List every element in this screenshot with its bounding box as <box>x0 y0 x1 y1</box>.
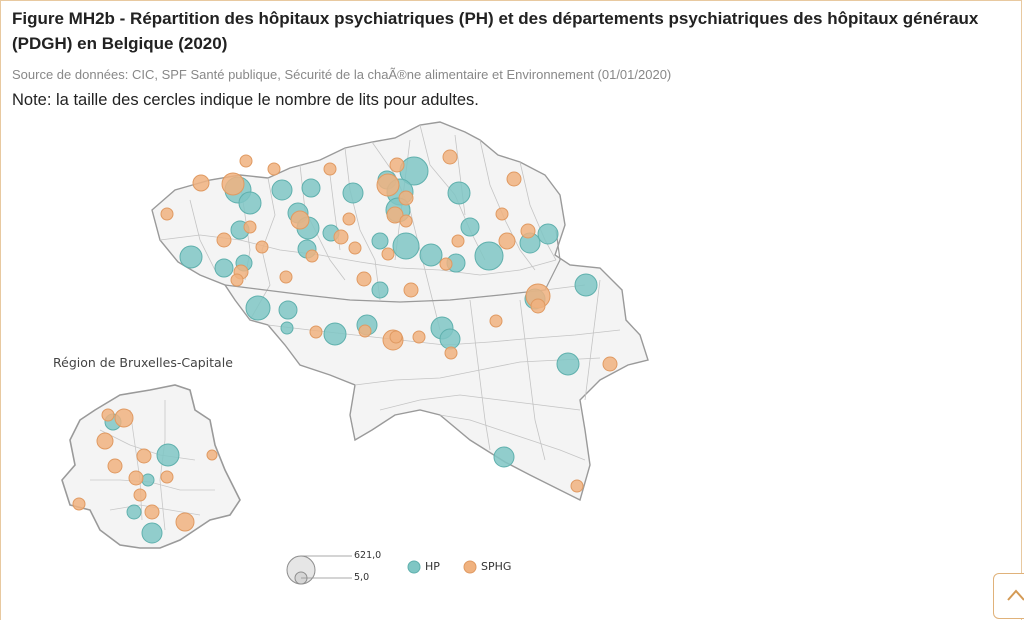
data-source: Source de données: CIC, SPF Santé publiq… <box>12 67 672 82</box>
figure-title: Figure MH2b - Répartition des hôpitaux p… <box>12 9 979 53</box>
legend-size-min: 5,0 <box>354 572 370 583</box>
belgium-outline <box>151 121 649 502</box>
category-legend <box>407 560 477 574</box>
figure-note: Note: la taille des cercles indique le n… <box>12 91 479 109</box>
sphg-markers <box>72 149 618 532</box>
region-border <box>224 229 561 303</box>
legend-sphg: SPHG <box>481 560 512 573</box>
brussels-inset-label: Région de Bruxelles-Capitale <box>53 355 233 370</box>
scroll-top-button[interactable] <box>993 573 1024 619</box>
hp-markers <box>104 156 598 544</box>
legend-hp: HP <box>425 560 440 573</box>
belgium-map <box>61 121 649 585</box>
chevron-up-icon <box>1007 589 1024 601</box>
size-legend <box>286 555 352 585</box>
legend-size-max: 621,0 <box>354 550 382 561</box>
